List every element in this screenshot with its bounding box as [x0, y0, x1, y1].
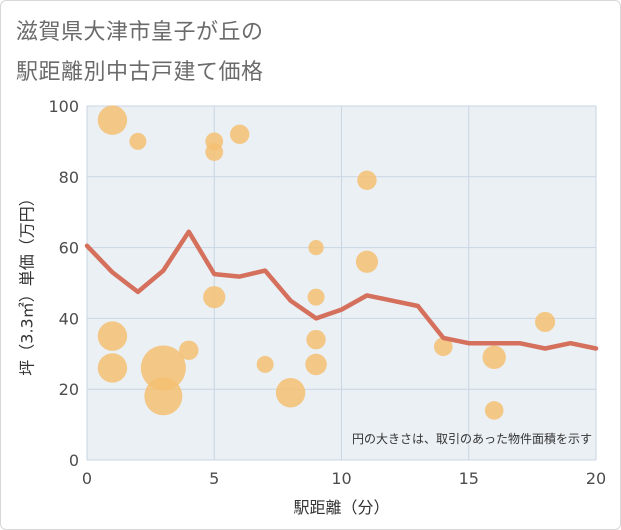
x-tick-label: 15: [459, 469, 479, 488]
y-tick-label: 60: [59, 239, 79, 258]
y-tick-label: 0: [69, 451, 79, 470]
data-bubble: [256, 355, 274, 373]
data-bubble: [306, 329, 326, 350]
data-bubble: [129, 132, 147, 150]
chart-title-line-1: 滋賀県大津市皇子が丘の: [16, 20, 264, 45]
data-bubble: [482, 345, 506, 370]
grid-lines: [86, 105, 597, 461]
data-bubble: [275, 378, 306, 408]
data-bubble: [97, 105, 128, 135]
bubble-layer: [97, 105, 556, 420]
y-tick-label: 80: [59, 168, 79, 187]
data-bubble: [144, 377, 183, 416]
data-bubble: [355, 250, 379, 273]
y-tick-label: 20: [59, 380, 79, 399]
data-bubble: [305, 353, 327, 376]
x-axis-label: 駅距離（分）: [293, 498, 389, 517]
tick-labels: 0 20 40 60 80 100 0 5 10 15 20: [48, 97, 606, 488]
y-axis-label: 坪（3.3㎡）単価（万円）: [18, 190, 37, 375]
trend-line-layer: [84, 229, 599, 351]
chart-title-line-2: 駅距離別中古戸建て価格: [16, 60, 264, 85]
data-bubble: [140, 345, 186, 391]
average-price-line: [84, 229, 599, 351]
bubble-size-note: 円の大きさは、取引のあった物件面積を示す: [352, 431, 592, 446]
data-bubble: [357, 170, 377, 191]
data-bubble: [484, 401, 504, 420]
data-bubble: [307, 288, 325, 306]
data-bubble: [535, 311, 556, 332]
x-tick-label: 10: [331, 469, 351, 488]
x-tick-label: 20: [586, 469, 606, 488]
data-bubble: [433, 337, 453, 357]
data-bubble: [97, 321, 128, 351]
data-bubble: [230, 124, 250, 145]
data-bubble: [308, 239, 324, 256]
data-bubble: [179, 340, 199, 360]
x-tick-label: 5: [209, 469, 219, 488]
data-bubble: [97, 353, 128, 383]
data-bubble: [203, 286, 226, 309]
x-tick-label: 0: [82, 469, 92, 488]
y-tick-label: 100: [48, 97, 79, 116]
y-tick-label: 40: [59, 309, 79, 328]
data-bubble: [205, 143, 224, 161]
